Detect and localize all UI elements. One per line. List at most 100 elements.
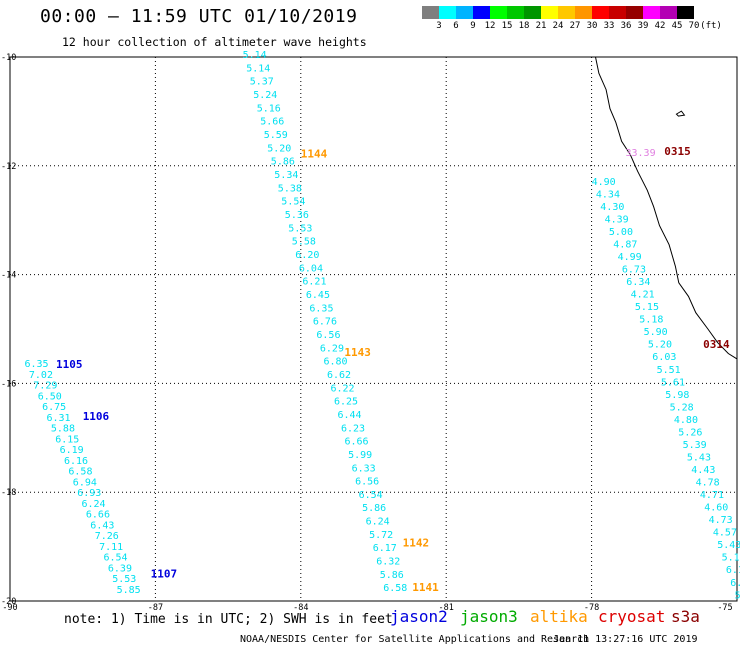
wave-height-value: 6.94 xyxy=(73,477,97,488)
scale-swatch xyxy=(643,6,660,19)
wave-height-value: 5.99 xyxy=(348,450,372,461)
wave-height-value: 5.86 xyxy=(380,570,404,581)
wave-height-value: 6.32 xyxy=(376,557,400,568)
wave-height-value: 6.25 xyxy=(334,397,358,408)
wave-height-value: 5.86 xyxy=(362,503,386,514)
wave-height-value: 4.90 xyxy=(592,177,616,188)
wave-height-value: 7.11 xyxy=(99,542,123,553)
scale-label: 42 xyxy=(654,21,666,31)
lon-tick-label: -75 xyxy=(717,603,732,613)
lat-tick-label: -12 xyxy=(1,162,16,172)
page-title: 00:00 – 11:59 UTC 01/10/2019 xyxy=(40,6,358,27)
scale-label: 12 xyxy=(484,21,496,31)
units-note: note: 1) Time is in UTC; 2) SWH is in fe… xyxy=(64,612,393,627)
wave-height-value: 6.20 xyxy=(295,250,319,261)
wave-height-value: 4.43 xyxy=(691,465,715,476)
scale-swatch xyxy=(609,6,626,19)
scale-swatch xyxy=(507,6,524,19)
pass-label-altika: 1143 xyxy=(344,346,371,359)
wave-height-value: 6.17 xyxy=(726,565,740,576)
wave-height-value: 5.72 xyxy=(369,530,393,541)
wave-height-value: 6.15 xyxy=(55,434,79,445)
scale-swatch xyxy=(575,6,592,19)
wave-height-value: 5.00 xyxy=(609,227,633,238)
wave-height-value: 6.21 xyxy=(302,277,326,288)
wave-height-value: 5.78 xyxy=(735,590,740,601)
wave-height-value: 5.20 xyxy=(267,143,291,154)
pass-label-altika: 1142 xyxy=(403,537,430,550)
scale-label: 21 xyxy=(535,21,547,31)
pass-label-s3a: 0315 xyxy=(664,145,691,158)
wave-height-value: 6.23 xyxy=(341,423,365,434)
wave-height-value: 6.24 xyxy=(82,499,106,510)
page-subtitle: 12 hour collection of altimeter wave hei… xyxy=(62,35,367,49)
wave-height-value: 4.78 xyxy=(696,478,720,489)
scale-swatch xyxy=(524,6,541,19)
scale-swatch xyxy=(660,6,677,19)
scale-label: 6 xyxy=(453,21,459,31)
wave-height-value: 5.39 xyxy=(683,440,707,451)
lat-tick-label: -16 xyxy=(1,379,16,389)
wave-height-value: 5.14 xyxy=(243,50,267,61)
wave-height-value: 5.38 xyxy=(278,183,302,194)
wave-height-value: 6.17 xyxy=(373,543,397,554)
wave-height-value: 6.50 xyxy=(38,391,62,402)
pass-label-s3a: 0314 xyxy=(703,338,730,351)
lon-tick-label: -84 xyxy=(293,603,308,613)
wave-height-value: 5.53 xyxy=(112,574,136,585)
scale-label: 36 xyxy=(620,21,632,31)
wave-height-value: 6.66 xyxy=(345,437,369,448)
wave-height-value: 5.36 xyxy=(285,210,309,221)
wave-height-value: 5.90 xyxy=(644,327,668,338)
pass-label-altika: 1141 xyxy=(412,581,439,594)
wave-height-value: 5.18 xyxy=(639,315,663,326)
wave-height-value: 7.02 xyxy=(29,370,53,381)
cryosat-wave-value: 33.39 xyxy=(626,148,656,159)
wave-height-value: 5.86 xyxy=(271,157,295,168)
legend-jason2: jason2 xyxy=(390,607,448,626)
scale-swatch xyxy=(558,6,575,19)
wave-height-value: 6.44 xyxy=(338,410,362,421)
wave-height-value: 5.43 xyxy=(687,453,711,464)
wave-height-value: 6.58 xyxy=(383,583,407,594)
wave-height-value: 5.37 xyxy=(250,77,274,88)
scale-swatch xyxy=(541,6,558,19)
color-scale-labels: 3 6 9 12 15 18 21 24 27 30 33 36 39 42 45 70 (ft) xyxy=(422,19,738,33)
lon-tick-label: -81 xyxy=(439,603,454,613)
wave-height-value: 6.66 xyxy=(86,510,110,521)
footer-timestamp: Jan 11 13:27:16 UTC 2019 xyxy=(553,634,698,645)
wave-height-value: 5.98 xyxy=(665,390,689,401)
scale-swatch xyxy=(456,6,473,19)
scale-label: 3 xyxy=(436,21,442,31)
wave-height-value: 6.56 xyxy=(355,477,379,488)
wave-height-value: 6.93 xyxy=(77,488,101,499)
wave-height-value: 5.61 xyxy=(661,377,685,388)
wave-height-value: 6.45 xyxy=(306,290,330,301)
color-scale: 3 6 9 12 15 18 21 24 27 30 33 36 39 42 45 70 (ft) xyxy=(422,6,738,38)
wave-height-value: 6.16 xyxy=(64,456,88,467)
wave-height-value: 6.34 xyxy=(626,277,650,288)
wave-height-value: 5.43 xyxy=(717,540,740,551)
scale-swatch xyxy=(626,6,643,19)
map-frame xyxy=(9,56,738,602)
wave-height-value: 4.80 xyxy=(674,415,698,426)
wave-height-value: 6.29 xyxy=(320,343,344,354)
wave-height-value: 5.85 xyxy=(117,585,141,596)
wave-height-value: 5.15 xyxy=(635,302,659,313)
legend-altika: altika xyxy=(530,607,588,626)
wave-height-value: 6.56 xyxy=(316,330,340,341)
scale-label: 15 xyxy=(501,21,513,31)
lat-tick-label: -10 xyxy=(1,53,16,63)
scale-swatch xyxy=(439,6,456,19)
legend-cryosat: cryosat xyxy=(598,607,666,626)
wave-height-value: 5.20 xyxy=(648,340,672,351)
wave-height-value: 4.21 xyxy=(631,290,655,301)
wave-height-value: 6.19 xyxy=(60,445,84,456)
wave-height-value: 5.16 xyxy=(257,103,281,114)
wave-height-value: 4.71 xyxy=(700,490,724,501)
wave-height-value: 5.51 xyxy=(657,365,681,376)
legend-s3a: s3a xyxy=(671,607,700,626)
wave-height-value: 6.54 xyxy=(359,490,383,501)
wave-height-value: 5.53 xyxy=(288,223,312,234)
